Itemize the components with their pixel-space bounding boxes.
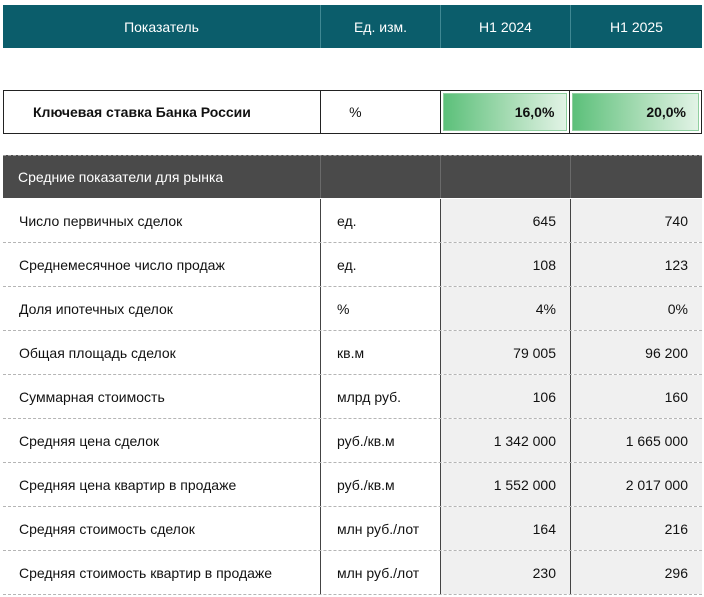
row-value-h1-2025: 216: [571, 507, 702, 550]
row-unit: млрд руб.: [321, 375, 441, 418]
row-value-h1-2025: 740: [571, 199, 702, 242]
row-unit: руб./кв.м: [321, 419, 441, 462]
row-value-h1-2025: 0%: [571, 287, 702, 330]
row-label: Средняя стоимость квартир в продаже: [3, 551, 321, 594]
row-value-h1-2024: 79 005: [441, 331, 571, 374]
key-rate-value-1: 16,0%: [442, 93, 568, 131]
key-rate-cell-1: 16,0%: [441, 91, 571, 133]
section-period-1-blank: [441, 156, 571, 198]
row-unit: ед.: [321, 199, 441, 242]
row-label: Средняя цена квартир в продаже: [3, 463, 321, 506]
row-label: Средняя стоимость сделок: [3, 507, 321, 550]
section-title: Средние показатели для рынка: [3, 156, 321, 198]
row-value-h1-2025: 1 665 000: [571, 419, 702, 462]
row-unit: млн руб./лот: [321, 507, 441, 550]
table-row: Средняя стоимость квартир в продаже млн р…: [3, 551, 702, 595]
table-row: Среднемесячное число продаж ед. 108 123: [3, 243, 702, 287]
row-value-h1-2024: 645: [441, 199, 571, 242]
header-indicator: Показатель: [3, 5, 321, 48]
header-period-2: H1 2025: [610, 18, 663, 35]
key-rate-row: Ключевая ставка Банка России % 16,0% 20,…: [3, 90, 702, 134]
row-label: Общая площадь сделок: [3, 331, 321, 374]
row-value-h1-2024: 164: [441, 507, 571, 550]
table-row: Доля ипотечных сделок% 4% 0%: [3, 287, 702, 331]
row-unit: %: [321, 287, 441, 330]
row-value-h1-2025: 123: [571, 243, 702, 286]
header-period-1: H1 2024: [441, 5, 571, 48]
section-period-2-blank: [571, 156, 702, 198]
row-label: Средняя цена сделок: [3, 419, 321, 462]
row-unit: ед.: [321, 243, 441, 286]
table-row: Средняя цена сделок руб./кв.м 1 342 000 1 6…: [3, 419, 702, 463]
row-value-h1-2024: 1 342 000: [441, 419, 571, 462]
row-value-h1-2024: 106: [441, 375, 571, 418]
row-value-h1-2024: 4%: [441, 287, 571, 330]
row-value-h1-2025: 2 017 000: [571, 463, 702, 506]
row-unit: руб./кв.м: [321, 463, 441, 506]
section-header: Средние показатели для рынка: [3, 155, 702, 198]
row-label: Среднемесячное число продаж: [3, 243, 321, 286]
table-row: Число первичных сделок ед. 645 740: [3, 199, 702, 243]
row-value-h1-2024: 230: [441, 551, 571, 594]
table-row: Средняя цена квартир в продаже руб./кв.м 1…: [3, 463, 702, 507]
row-value-h1-2025: 296: [571, 551, 702, 594]
section-unit-blank: [321, 156, 441, 198]
row-label: Число первичных сделок: [3, 199, 321, 242]
key-rate-cell-2: 20,0%: [570, 91, 701, 133]
row-value-h1-2025: 96 200: [571, 331, 702, 374]
row-value-h1-2025: 160: [571, 375, 702, 418]
key-rate-label: Ключевая ставка Банка России: [4, 91, 322, 133]
row-label: Доля ипотечных сделок: [3, 287, 321, 330]
row-value-h1-2024: 108: [441, 243, 571, 286]
key-rate-value-2: 20,0%: [572, 93, 700, 131]
table-row: Суммарная стоимость млрд руб. 106 160: [3, 375, 702, 419]
row-unit: кв.м: [321, 331, 441, 374]
table-row: Средняя стоимость сделок млн руб./лот 164 2…: [3, 507, 702, 551]
row-label: Суммарная стоимость: [3, 375, 321, 418]
table-row: Общая площадь сделок кв.м 79 005 96 200: [3, 331, 702, 375]
key-rate-unit: %: [321, 91, 441, 133]
row-unit: млн руб./лот: [321, 551, 441, 594]
table-header: Показатель Ед. изм. H1 2024 H1 2025: [3, 5, 702, 48]
row-value-h1-2024: 1 552 000: [441, 463, 571, 506]
header-unit: Ед. изм.: [321, 5, 441, 48]
